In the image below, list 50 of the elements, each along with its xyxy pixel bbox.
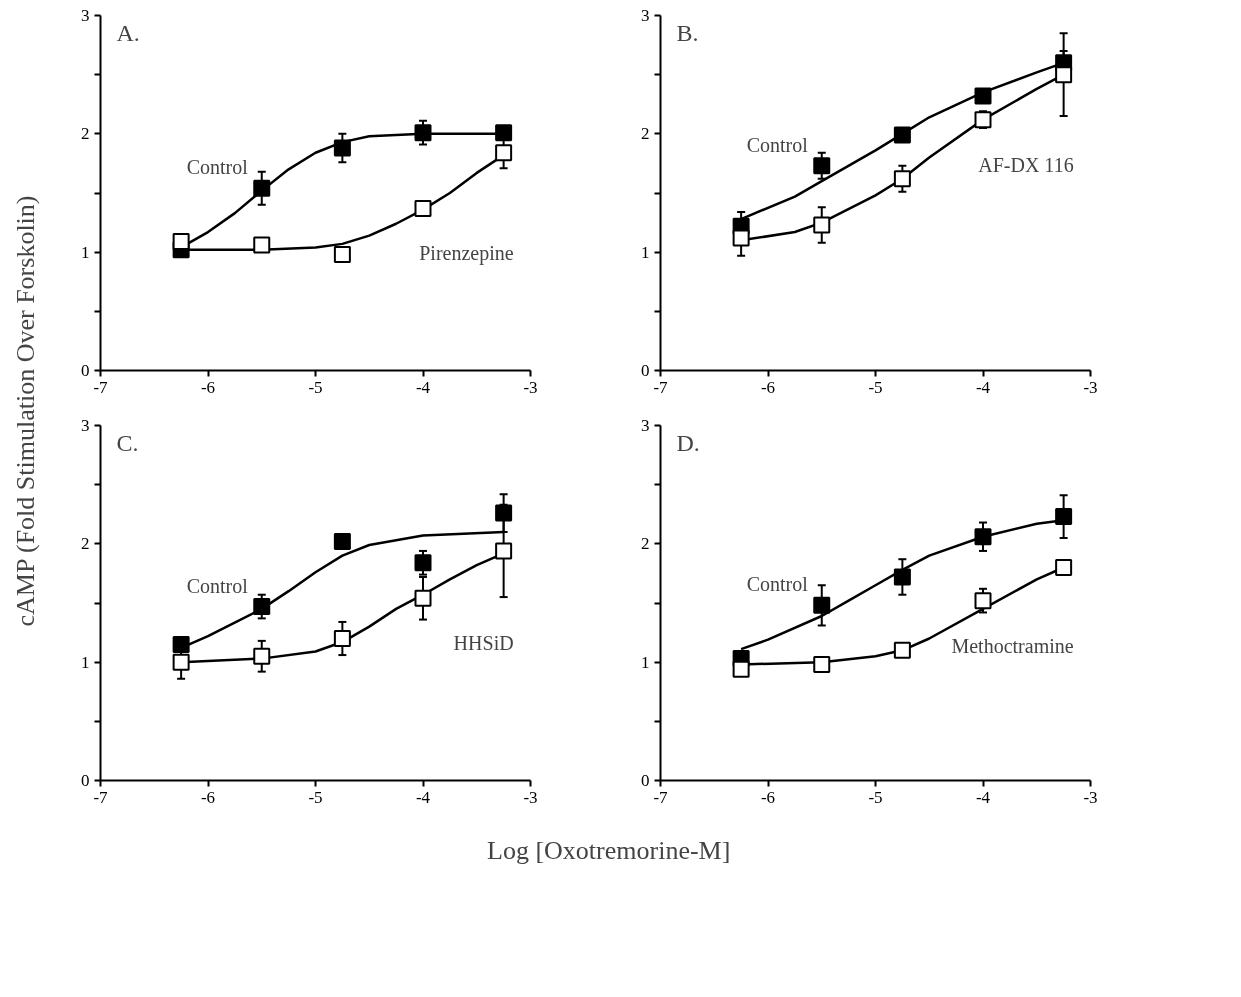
y-tick-label: 0 [641,361,650,380]
series-label: Control [186,156,249,179]
y-tick-label: 1 [81,652,90,672]
series-label: AF-DX 116 [978,153,1074,176]
series-label: Control [186,574,249,597]
x-tick-label: -4 [415,377,431,397]
x-tick-label: -5 [868,377,883,397]
y-tick-label: 2 [81,534,90,554]
x-tick-label: -7 [653,377,669,397]
y-tick-label: 2 [641,534,650,554]
x-tick-label: -3 [1083,787,1098,807]
x-tick-label: -5 [308,787,323,807]
y-axis-title: cAMP (Fold Stimulation Over Forskolin) [11,195,40,627]
x-tick-label: -3 [523,377,538,397]
series-label: Control [746,133,809,156]
x-tick-label: -6 [200,377,216,397]
y-tick-label: 3 [641,6,650,25]
y-tick-label: 2 [81,124,90,144]
x-tick-label: -6 [760,377,776,397]
y-tick-label: 1 [641,652,650,672]
chart-title: C. [116,429,139,456]
y-tick-label: 1 [641,242,650,262]
chart-title: D. [676,429,700,456]
chart-title: B. [676,19,699,46]
series-label: Control [746,573,809,596]
x-tick-label: -6 [200,787,216,807]
x-tick-label: -4 [415,787,431,807]
x-tick-label: -7 [93,377,109,397]
x-tick-label: -4 [975,377,991,397]
x-tick-label: -7 [653,787,669,807]
y-tick-label: 3 [641,416,650,435]
x-tick-label: -4 [975,787,991,807]
x-tick-label: -5 [868,787,883,807]
x-tick-label: -7 [93,787,109,807]
x-tick-label: -6 [760,787,776,807]
x-tick-label: -3 [523,787,538,807]
chart-title: A. [116,19,140,46]
y-tick-label: 1 [81,242,90,262]
y-tick-label: 0 [81,771,90,790]
x-axis-title: Log [Oxotremorine-M] [487,836,731,865]
series-label: HHSiD [453,632,514,655]
y-tick-label: 3 [81,416,90,435]
x-tick-label: -3 [1083,377,1098,397]
y-tick-label: 0 [81,361,90,380]
x-tick-label: -5 [308,377,323,397]
y-tick-label: 3 [81,6,90,25]
series-label: Pirenzepine [419,242,514,266]
y-tick-label: 2 [641,124,650,144]
series-label: Methoctramine [951,634,1074,657]
y-tick-label: 0 [641,771,650,790]
